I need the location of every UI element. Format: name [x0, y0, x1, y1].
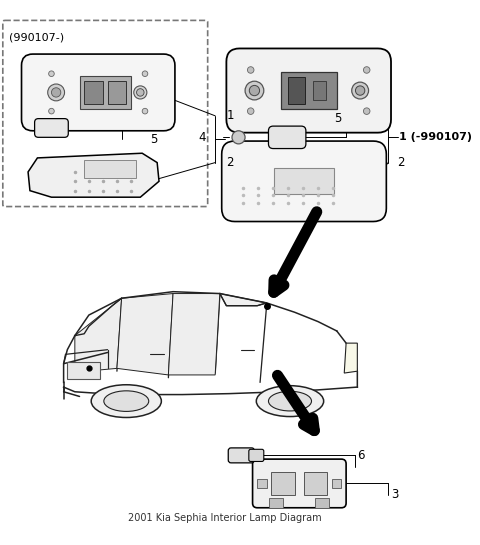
FancyBboxPatch shape — [249, 449, 264, 462]
Text: 5: 5 — [150, 132, 157, 146]
Text: (990107-): (990107-) — [9, 33, 64, 43]
Bar — [281, 72, 337, 109]
Polygon shape — [220, 294, 266, 306]
Ellipse shape — [249, 86, 260, 96]
Bar — [84, 81, 103, 104]
Text: 2: 2 — [227, 156, 234, 169]
FancyBboxPatch shape — [227, 49, 391, 132]
Bar — [80, 76, 131, 109]
Text: 6: 6 — [357, 449, 365, 462]
Bar — [108, 81, 126, 104]
Text: 1: 1 — [227, 110, 234, 122]
Text: 2: 2 — [397, 156, 405, 169]
Ellipse shape — [352, 82, 369, 99]
Polygon shape — [28, 153, 159, 197]
FancyBboxPatch shape — [35, 119, 68, 137]
Bar — [332, 479, 341, 488]
Ellipse shape — [247, 108, 254, 114]
Ellipse shape — [142, 71, 148, 76]
Ellipse shape — [142, 108, 148, 114]
Bar — [304, 472, 327, 495]
Bar — [84, 160, 136, 179]
Ellipse shape — [363, 66, 370, 73]
FancyBboxPatch shape — [3, 20, 208, 207]
Ellipse shape — [268, 391, 312, 411]
Text: 2001 Kia Sephia Interior Lamp Diagram: 2001 Kia Sephia Interior Lamp Diagram — [128, 513, 321, 523]
Bar — [288, 77, 305, 104]
Text: 5: 5 — [334, 112, 341, 125]
FancyBboxPatch shape — [268, 126, 306, 149]
Ellipse shape — [356, 86, 365, 95]
Bar — [274, 168, 334, 195]
Polygon shape — [168, 294, 220, 375]
Ellipse shape — [48, 84, 64, 101]
FancyBboxPatch shape — [222, 141, 386, 221]
Ellipse shape — [232, 131, 245, 144]
Ellipse shape — [48, 108, 54, 114]
Ellipse shape — [104, 391, 149, 411]
Bar — [269, 499, 283, 508]
Ellipse shape — [247, 66, 254, 73]
Bar — [315, 499, 329, 508]
Polygon shape — [344, 343, 357, 373]
Polygon shape — [117, 294, 173, 375]
Ellipse shape — [134, 86, 147, 99]
Ellipse shape — [48, 71, 54, 76]
Bar — [271, 472, 295, 495]
Polygon shape — [75, 298, 121, 371]
FancyBboxPatch shape — [252, 459, 346, 508]
FancyBboxPatch shape — [228, 448, 254, 463]
Bar — [67, 362, 100, 379]
Ellipse shape — [256, 386, 324, 416]
Ellipse shape — [91, 385, 161, 417]
Ellipse shape — [363, 108, 370, 114]
Ellipse shape — [245, 81, 264, 100]
Ellipse shape — [51, 88, 61, 97]
Bar — [257, 479, 266, 488]
Text: 4: 4 — [198, 131, 206, 144]
Ellipse shape — [137, 89, 144, 96]
FancyBboxPatch shape — [22, 54, 175, 131]
Bar — [313, 81, 326, 100]
Text: 1 (-990107): 1 (-990107) — [399, 132, 472, 142]
Text: 3: 3 — [391, 488, 398, 501]
